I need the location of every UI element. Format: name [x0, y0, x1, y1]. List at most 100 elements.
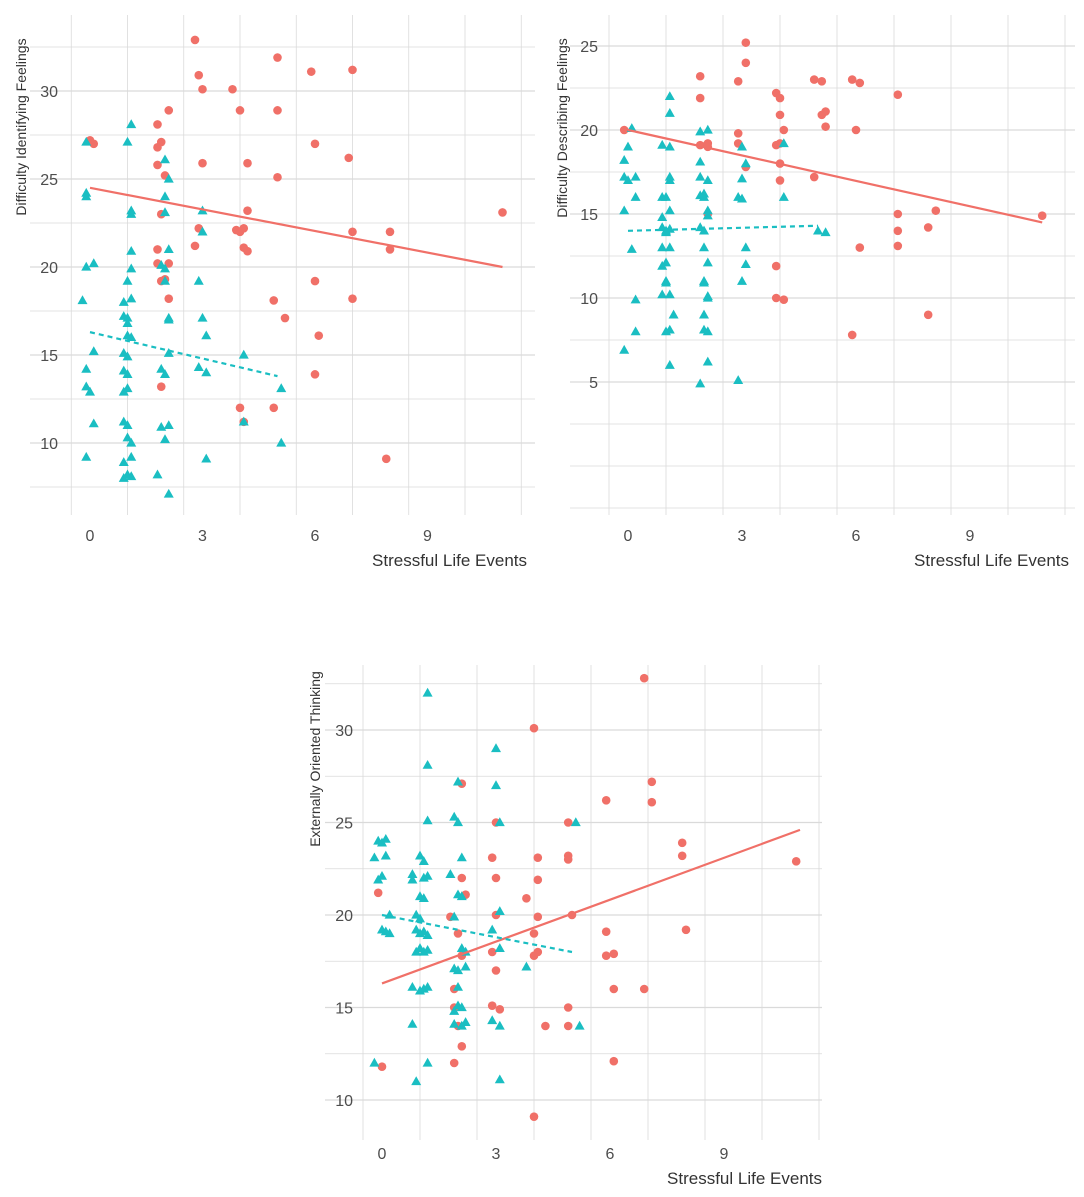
- scatter-point: [487, 1001, 497, 1010]
- scatter-point: [695, 126, 706, 136]
- scatter-point: [733, 76, 743, 86]
- scatter-point: [661, 227, 671, 237]
- scatter-point: [449, 1006, 460, 1015]
- scatter-point: [619, 205, 630, 215]
- scatter-point: [193, 362, 204, 371]
- scatter-point: [273, 106, 282, 115]
- scatter-point: [81, 136, 92, 146]
- scatter-point: [737, 193, 747, 203]
- scatter-point: [418, 983, 429, 993]
- scatter-point: [619, 344, 630, 354]
- scatter-point: [533, 875, 543, 885]
- scatter-point: [449, 811, 460, 821]
- scatter-point: [820, 227, 831, 237]
- scatter-point: [422, 759, 433, 769]
- scatter-point: [695, 171, 706, 181]
- scatter-point: [630, 192, 641, 201]
- scatter-point: [422, 1057, 433, 1067]
- y-tick-label: 15: [40, 348, 58, 365]
- scatter-point: [381, 454, 391, 464]
- scatter-point: [380, 850, 391, 860]
- scatter-point: [677, 838, 687, 848]
- scatter-point: [521, 961, 532, 971]
- x-tick-label: 6: [606, 1146, 615, 1163]
- x-tick-label: 0: [624, 528, 633, 545]
- scatter-point: [529, 1112, 539, 1121]
- scatter-point: [201, 330, 212, 340]
- scatter-point: [122, 318, 133, 327]
- scatter-point: [280, 313, 290, 323]
- scatter-point: [164, 294, 174, 303]
- scatter-point: [626, 244, 637, 253]
- scatter-point: [702, 205, 713, 215]
- scatter-point: [190, 35, 200, 45]
- y-axis-label: Externally Oriented Thinking: [307, 671, 323, 847]
- scatter-point: [126, 293, 137, 303]
- scatter-point: [647, 797, 657, 807]
- scatter-point: [487, 853, 497, 862]
- scatter-point: [601, 951, 611, 960]
- scatter-point: [630, 294, 641, 304]
- scatter-point: [893, 241, 903, 251]
- scatter-point: [238, 416, 249, 426]
- scatter-point: [377, 1062, 387, 1071]
- scatter-point: [494, 1074, 505, 1084]
- scatter-point: [88, 258, 99, 268]
- scatter-point: [385, 227, 395, 237]
- scatter-point: [778, 138, 789, 148]
- scatter-point: [415, 850, 425, 860]
- scatter-point: [348, 65, 357, 75]
- scatter-point: [273, 172, 282, 182]
- scatter-point: [411, 946, 422, 956]
- scatter-point: [273, 53, 282, 62]
- scatter-point: [661, 326, 671, 336]
- scatter-point: [740, 158, 751, 168]
- x-tick-label: 0: [378, 1146, 387, 1163]
- scatter-point: [702, 210, 713, 220]
- scatter-point: [163, 348, 174, 357]
- scatter-point: [449, 1018, 460, 1028]
- scatter-point: [160, 263, 170, 273]
- scatter-point: [695, 71, 705, 81]
- scatter-point: [664, 289, 675, 299]
- scatter-point: [407, 874, 418, 884]
- scatter-point: [702, 356, 713, 366]
- scatter-point: [228, 84, 237, 94]
- scatter-point: [630, 171, 641, 181]
- scatter-point: [310, 139, 320, 149]
- scatter-point: [415, 928, 425, 938]
- scatter-point: [310, 370, 320, 379]
- scatter-point: [118, 457, 129, 466]
- scatter-point: [407, 1018, 418, 1028]
- scatter-point: [570, 817, 581, 827]
- series-triangle: [369, 687, 585, 1086]
- scatter-point: [243, 246, 252, 256]
- scatter-point: [453, 965, 463, 975]
- y-tick-label: 25: [335, 816, 353, 833]
- scatter-point: [740, 242, 751, 252]
- scatter-point: [923, 310, 933, 320]
- scatter-point: [661, 277, 671, 287]
- scatter-point: [163, 173, 174, 183]
- scatter-point: [791, 857, 801, 866]
- scatter-point: [384, 928, 395, 938]
- scatter-point: [702, 292, 713, 302]
- scatter-point: [190, 241, 200, 251]
- scatter-point: [456, 1002, 467, 1012]
- x-tick-label: 9: [423, 528, 432, 545]
- x-tick-label: 6: [311, 528, 320, 545]
- scatter-point: [160, 154, 170, 164]
- scatter-point: [118, 386, 129, 396]
- scatter-point: [314, 331, 324, 340]
- scatter-point: [89, 139, 99, 149]
- scatter-point: [779, 295, 789, 304]
- fit-line-solid: [381, 828, 801, 985]
- scatter-point: [85, 386, 95, 396]
- scatter-point: [609, 1056, 619, 1066]
- scatter-point: [344, 153, 354, 163]
- scatter-point: [657, 242, 668, 252]
- panel-2: 0 3 6 9 5 10 15 20 25 Stressful Life Events Diffic…: [554, 15, 1075, 570]
- scatter-point: [630, 326, 641, 336]
- x-tick-label: 3: [198, 528, 207, 545]
